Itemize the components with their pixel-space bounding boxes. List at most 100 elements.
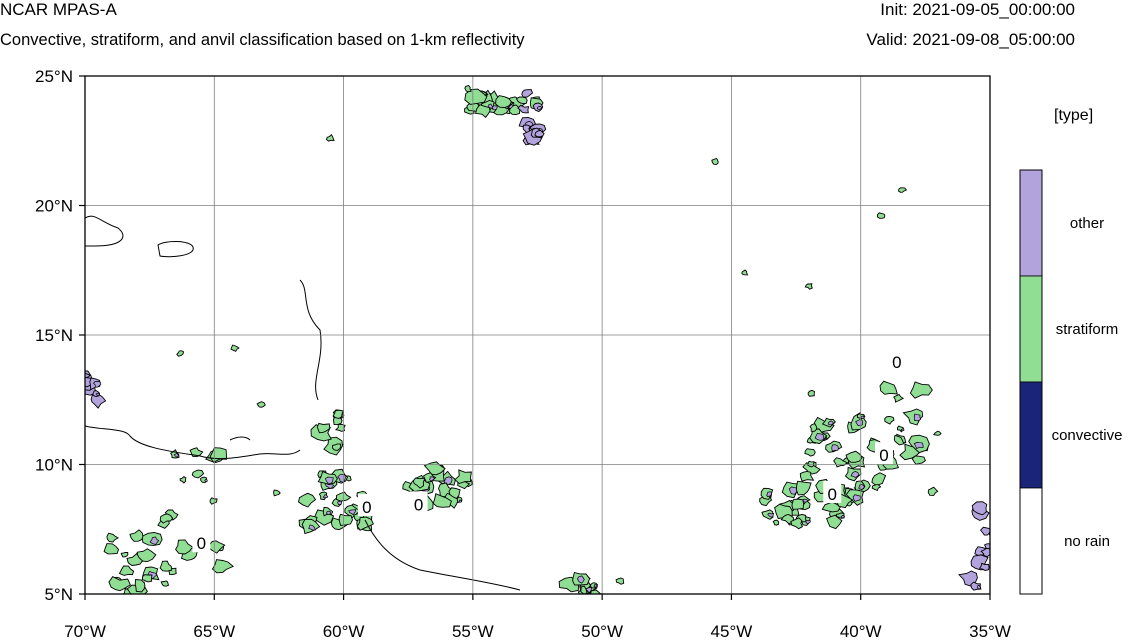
rain-cell <box>760 487 774 500</box>
contour-label-bg <box>823 480 842 503</box>
other-cell <box>976 584 981 590</box>
other-cell <box>913 442 924 449</box>
other-cell <box>149 536 160 545</box>
rain-cell <box>207 540 226 554</box>
rain-cell <box>325 133 335 142</box>
rain-cell <box>454 469 472 485</box>
rain-cell <box>126 552 144 566</box>
rain-cell <box>179 476 187 484</box>
other-cell <box>308 524 316 531</box>
other-cell <box>814 433 825 441</box>
rain-cell <box>129 529 144 542</box>
contour-label: 0 <box>197 534 206 553</box>
rain-cell <box>159 560 173 572</box>
rain-cell <box>927 486 939 496</box>
rain-cell <box>256 401 266 408</box>
valid-time: Valid: 2021-09-08_05:00:00 <box>866 30 1075 49</box>
rain-cell <box>495 95 512 108</box>
axes-layer: 70°W 65°W 60°W 55°W 50°W 45°W 40°W 35°W 5°N 10°N 1… <box>35 67 1011 641</box>
other-cell <box>994 532 1000 537</box>
rain-cell <box>175 539 194 555</box>
other-cell <box>858 484 866 490</box>
init-time: Init: 2021-09-05_00:00:00 <box>880 0 1075 19</box>
rain-cell <box>106 532 120 543</box>
rain-cell <box>118 565 135 576</box>
rain-cell <box>160 580 170 587</box>
rain-cell <box>590 589 602 594</box>
rain-cell <box>521 89 534 98</box>
other-cell <box>93 381 102 388</box>
rain-cell <box>988 526 990 537</box>
rain-cell <box>108 576 131 592</box>
lat-tick-label: 5°N <box>44 585 73 604</box>
lon-tick-label: 55°W <box>452 622 494 641</box>
legend-label: no rain <box>1064 533 1110 550</box>
rain-cell <box>877 212 886 219</box>
contour-label: 0 <box>828 485 837 504</box>
rain-region-cluster-56w-9n <box>402 461 473 512</box>
contour-label-extra: 0 <box>892 353 901 372</box>
contour-label: 0 <box>879 446 888 465</box>
map-subtitle: Convective, stratiform, and anvil classi… <box>0 31 525 49</box>
rain-cell <box>804 283 813 290</box>
other-cell <box>766 491 773 498</box>
rain-cell <box>791 498 804 510</box>
rain-cell <box>809 423 818 432</box>
rain-cell <box>804 448 816 457</box>
lon-tick-label: 45°W <box>711 622 753 641</box>
other-cell <box>326 510 332 515</box>
other-cell <box>831 444 839 452</box>
contour-line <box>229 436 251 441</box>
scattered-cells <box>176 84 908 585</box>
rain-region-cluster-50w-5n <box>558 571 602 594</box>
lon-tick-label: 65°W <box>193 622 235 641</box>
other-cell <box>577 575 585 584</box>
map-title: NCAR MPAS-A <box>0 0 117 19</box>
rain-cell <box>103 543 120 555</box>
other-cell <box>173 452 180 458</box>
rain-cell <box>806 460 815 468</box>
rain-cell <box>845 450 863 463</box>
rain-cell <box>909 381 933 399</box>
rain-cell <box>898 187 908 193</box>
rain-cell <box>432 493 452 508</box>
rain-cell <box>893 393 905 403</box>
rain-cell <box>790 517 803 530</box>
rain-cell <box>933 430 942 436</box>
rain-cell <box>159 513 174 524</box>
contour-label-bg <box>192 530 211 553</box>
other-cell <box>348 509 357 516</box>
rain-cell <box>871 483 882 491</box>
legend-label: convective <box>1052 427 1123 444</box>
rain-cell <box>989 546 990 549</box>
other-cell <box>429 476 435 482</box>
rain-region-cluster-68w-6n <box>103 529 163 594</box>
lon-tick-label: 70°W <box>64 622 106 641</box>
other-cell <box>827 420 834 426</box>
rain-cell <box>711 157 719 165</box>
other-cell <box>860 415 865 420</box>
legend-label: other <box>1070 215 1104 232</box>
contour-line <box>85 425 301 460</box>
other-cell <box>536 106 542 110</box>
rain-cell <box>799 470 815 482</box>
rain-cell <box>297 492 317 508</box>
rain-cell <box>90 393 107 409</box>
other-cell <box>95 392 101 397</box>
rain-layer <box>85 84 1000 594</box>
contour-label-bg <box>409 491 428 514</box>
other-cell <box>322 494 329 499</box>
contour-line <box>299 279 322 401</box>
other-cell <box>324 476 334 484</box>
other-cell <box>840 514 846 519</box>
rain-cell <box>741 269 749 276</box>
rain-region-west-edge-cluster <box>85 370 107 409</box>
other-cell <box>337 500 343 505</box>
rain-cell <box>971 501 988 516</box>
rain-cell <box>464 84 472 93</box>
rain-cell <box>85 372 91 378</box>
rain-cell <box>448 487 461 500</box>
legend-swatch <box>1019 169 1043 277</box>
legend-frame <box>1019 169 1043 595</box>
